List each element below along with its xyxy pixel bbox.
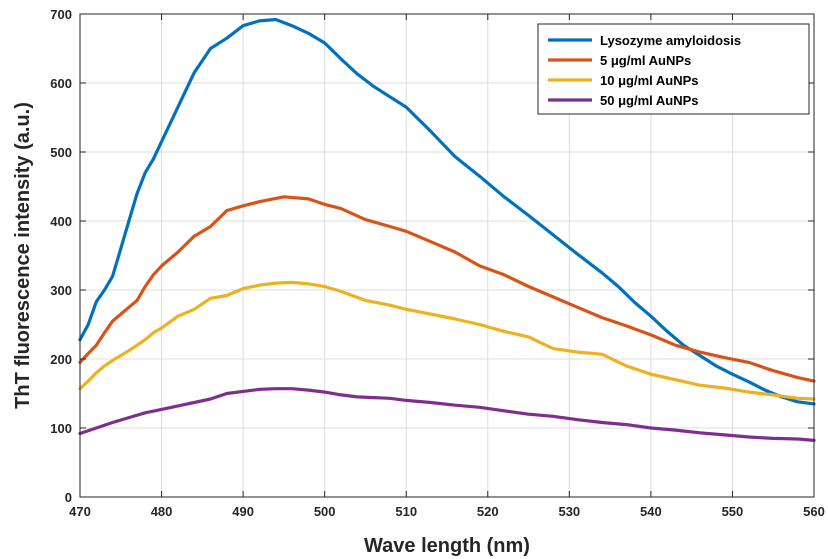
series-line-4 — [78, 387, 816, 442]
x-tick-label: 520 — [477, 504, 499, 519]
x-tick-label: 540 — [640, 504, 662, 519]
series-layer — [78, 17, 816, 442]
series-line-2 — [78, 195, 816, 383]
y-tick-label: 400 — [50, 214, 72, 229]
series-line-3 — [78, 280, 816, 401]
legend-label: 10 μg/ml AuNPs — [600, 73, 699, 88]
x-tick-label: 470 — [69, 504, 91, 519]
x-tick-label: 500 — [314, 504, 336, 519]
y-tick-label: 0 — [65, 490, 72, 505]
tick-labels: 470 480 490 500 510 520 530 540 550 560 0 100 200 300… — [50, 7, 825, 519]
x-tick-label: 480 — [151, 504, 173, 519]
legend: Lysozyme amyloidosis 5 μg/ml AuNPs 10 μg/m… — [537, 23, 810, 115]
x-tick-label: 510 — [395, 504, 417, 519]
x-tick-label: 530 — [558, 504, 580, 519]
y-tick-label: 100 — [50, 421, 72, 436]
plot-frame — [79, 13, 815, 498]
legend-label: Lysozyme amyloidosis — [600, 33, 741, 48]
y-tick-label: 200 — [50, 352, 72, 367]
x-tick-label: 490 — [232, 504, 254, 519]
y-tick-label: 300 — [50, 283, 72, 298]
y-tick-label: 500 — [50, 145, 72, 160]
x-axis-title: Wave length (nm) — [364, 535, 530, 557]
y-axis-title: ThT fluorescence intensity (a.u.) — [12, 102, 34, 409]
legend-label: 50 μg/ml AuNPs — [600, 93, 699, 108]
x-tick-label: 550 — [722, 504, 744, 519]
y-tick-label: 600 — [50, 76, 72, 91]
legend-label: 5 μg/ml AuNPs — [600, 53, 691, 68]
x-tick-label: 560 — [803, 504, 825, 519]
y-tick-label: 700 — [50, 7, 72, 22]
